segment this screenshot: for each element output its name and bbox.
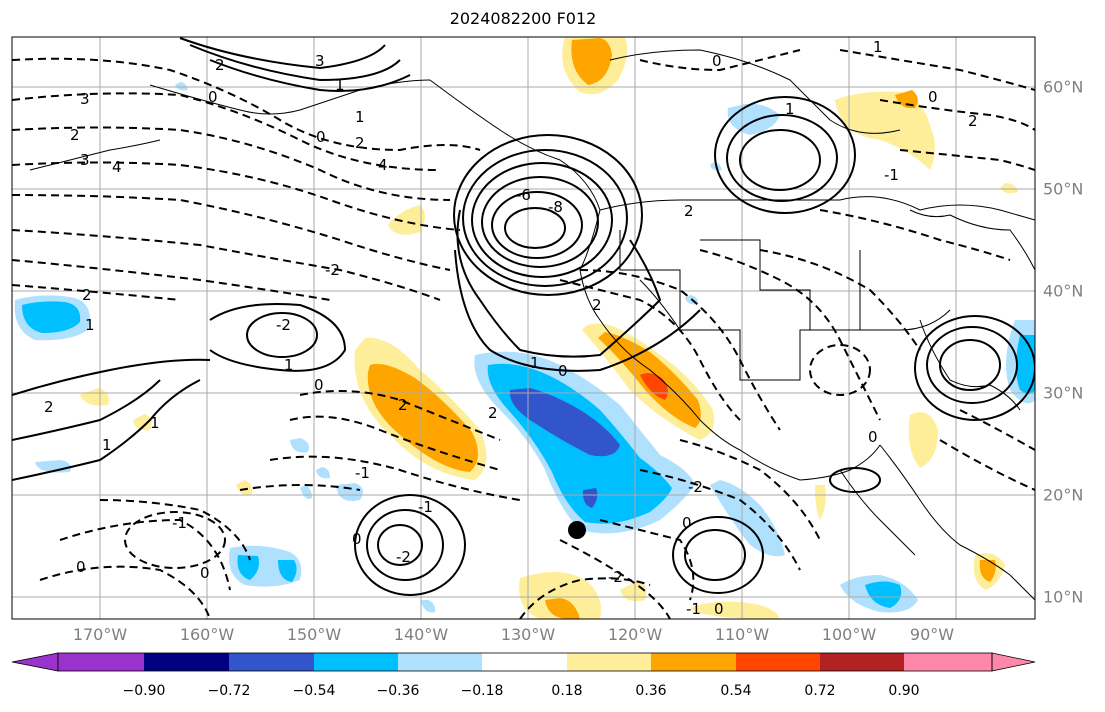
- contour-label: 0: [200, 564, 210, 582]
- dashed-contours: [12, 49, 1035, 619]
- contour-label: 2: [592, 296, 602, 314]
- contour-label: -2: [325, 261, 340, 279]
- colorbar-segment: [482, 653, 567, 671]
- coastlines: [29, 49, 1035, 601]
- contour-label: 4: [112, 158, 122, 176]
- contour-label: -2: [688, 478, 703, 496]
- contour-label: 1: [150, 414, 160, 432]
- contour-label: -6: [516, 186, 531, 204]
- contour-labels: 3 2 3 4 0 2 1 3 1 -6 -8 4 0 2 -2 2 1 1 -…: [44, 38, 978, 618]
- contour-label: -1: [884, 166, 899, 184]
- contour-label: 0: [208, 88, 218, 106]
- contour-label: 0: [352, 530, 362, 548]
- colorbar-tick-label: −0.90: [122, 683, 166, 699]
- colorbar-tick-label: 0.72: [804, 683, 836, 699]
- contour-label: -1: [418, 498, 433, 516]
- lon-label: 160°W: [179, 625, 235, 644]
- contour-label: 1: [530, 354, 540, 372]
- contour-label: 1: [873, 38, 883, 56]
- contour-label: -1: [355, 464, 370, 482]
- contour-label: -2: [396, 548, 411, 566]
- contour-label: 2: [684, 202, 694, 220]
- lat-label: 20°N: [1043, 485, 1084, 505]
- graticule: [12, 37, 1035, 619]
- contour-label: 3: [315, 52, 325, 70]
- contour-label: 1: [355, 108, 365, 126]
- colorbar-segment: [567, 653, 651, 671]
- contour-label: -8: [548, 198, 563, 216]
- colorbar-tick-label: −0.36: [376, 683, 420, 699]
- contour-label: 1: [335, 76, 345, 94]
- lon-label: 100°W: [821, 625, 877, 644]
- contour-label: 1: [102, 436, 112, 454]
- negative-anomaly-shading: [14, 82, 1035, 613]
- contour-label: 0: [76, 558, 86, 576]
- contour-label: 0: [682, 514, 692, 532]
- lon-label: 170°W: [72, 625, 128, 644]
- colorbar-tick-label: −0.72: [207, 683, 251, 699]
- contour-label: -1: [686, 600, 701, 618]
- lat-label: 40°N: [1043, 281, 1084, 301]
- contour-label: 2: [44, 398, 54, 416]
- lon-label: 140°W: [393, 625, 449, 644]
- contour-label: -2: [608, 568, 623, 586]
- colorbar-tick-label: 0.18: [551, 683, 583, 699]
- map-title: 2024082200 F012: [449, 9, 597, 28]
- contour-label: 0: [316, 128, 326, 146]
- contour-label: 4: [378, 156, 388, 174]
- contour-label: 0: [558, 362, 568, 380]
- contour-label: -1: [172, 514, 187, 532]
- positive-anomaly-shading: [80, 37, 1018, 619]
- lon-label: 130°W: [500, 625, 556, 644]
- contour-label: 2: [215, 56, 225, 74]
- colorbar-segment: [736, 653, 820, 671]
- colorbar-tick-label: −0.54: [292, 683, 336, 699]
- lat-label: 10°N: [1043, 587, 1084, 607]
- colorbar-tick-label: −0.18: [460, 683, 504, 699]
- colorbar: [11, 652, 1036, 672]
- map-frame: [11, 36, 1036, 620]
- colorbar-extend-right: [991, 652, 1036, 672]
- contour-label: 2: [968, 112, 978, 130]
- contour-label: 2: [488, 404, 498, 422]
- colorbar-segment: [58, 653, 144, 671]
- lon-label: 120°W: [607, 625, 663, 644]
- colorbar-extend-left: [11, 652, 59, 672]
- contour-label: -2: [276, 316, 291, 334]
- contour-label: 0: [928, 88, 938, 106]
- contour-label: 0: [714, 600, 724, 618]
- contour-label: 2: [82, 286, 92, 304]
- colorbar-tick-label: 0.36: [635, 683, 667, 699]
- contour-label: 1: [85, 316, 95, 334]
- contour-label: 2: [70, 126, 80, 144]
- colorbar-segment: [651, 653, 736, 671]
- lon-label: 90°W: [909, 625, 955, 644]
- contour-label: 0: [712, 52, 722, 70]
- contour-label: 2: [398, 396, 408, 414]
- colorbar-segment: [229, 653, 314, 671]
- colorbar-segment: [398, 653, 482, 671]
- colorbar-segment: [144, 653, 229, 671]
- lat-label: 60°N: [1043, 77, 1084, 97]
- lat-label: 50°N: [1043, 179, 1084, 199]
- contour-label: 2: [355, 134, 365, 152]
- colorbar-tick-label: 0.90: [888, 683, 920, 699]
- colorbar-segment: [314, 653, 398, 671]
- colorbar-tick-label: 0.54: [720, 683, 752, 699]
- contour-label: 0: [314, 376, 324, 394]
- contour-label: 3: [80, 151, 90, 169]
- solid-contours: [12, 37, 1035, 596]
- lon-label: 110°W: [714, 625, 770, 644]
- lat-label: 30°N: [1043, 383, 1084, 403]
- colorbar-segment: [904, 653, 992, 671]
- colorbar-segment: [820, 653, 904, 671]
- storm-marker: [568, 521, 586, 539]
- contour-label: 0: [868, 428, 878, 446]
- contour-label: 3: [80, 90, 90, 108]
- contour-label: 1: [284, 356, 294, 374]
- lon-label: 150°W: [286, 625, 342, 644]
- contour-label: 1: [785, 100, 795, 118]
